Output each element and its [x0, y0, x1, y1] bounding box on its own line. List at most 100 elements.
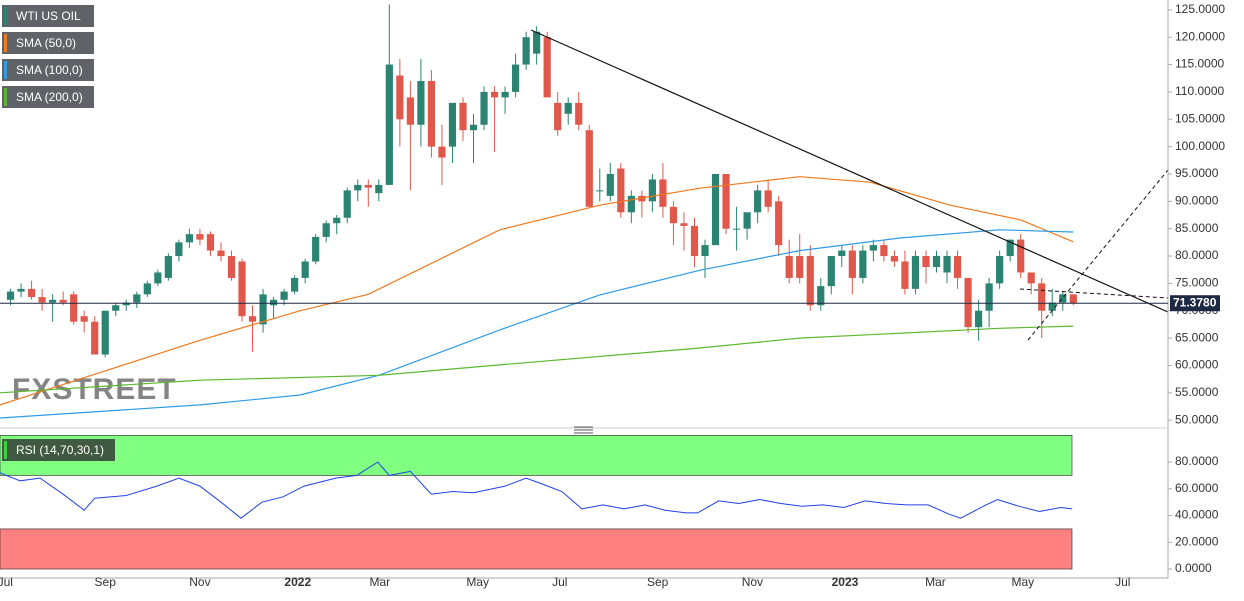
x-tick-label: Nov	[742, 575, 763, 589]
candle-body	[375, 184, 383, 194]
candle-body	[596, 190, 604, 192]
x-tick-label: 2022	[284, 575, 311, 589]
x-tick-label: Jul	[0, 575, 13, 589]
rsi-y-tick-label: 60.0000	[1175, 481, 1219, 495]
sma-line	[0, 325, 1074, 394]
legend-box[interactable]	[2, 59, 94, 81]
candle-body	[964, 277, 972, 328]
candle-body	[743, 212, 751, 229]
support-line	[1027, 169, 1169, 341]
y-tick-label: 55.0000	[1175, 385, 1219, 399]
y-tick-label: 75.0000	[1175, 276, 1219, 290]
y-tick-label: 110.0000	[1175, 84, 1224, 98]
candle-body	[627, 195, 635, 213]
candle-body	[301, 261, 309, 278]
candle-body	[448, 102, 457, 147]
candle-body	[648, 179, 656, 202]
candle-body	[848, 250, 856, 278]
legend-swatch	[4, 61, 7, 79]
y-tick-label: 120.0000	[1175, 29, 1225, 43]
candle-body	[659, 179, 667, 207]
candle-body	[70, 294, 78, 322]
candle-body	[469, 124, 478, 131]
x-tick-label: May	[1011, 575, 1034, 589]
candle-body	[533, 31, 541, 54]
rsi-line	[0, 461, 1073, 519]
rsi-y-tick-label: 40.0000	[1175, 508, 1219, 522]
candle-body	[911, 256, 920, 289]
candle-body	[417, 80, 425, 125]
last-price-label: 71.3780	[1173, 295, 1217, 309]
candle-body	[953, 256, 962, 278]
candle-body	[175, 242, 183, 257]
candle-body	[280, 291, 288, 300]
legend-box[interactable]	[2, 439, 115, 461]
x-tick-label: Jul	[1115, 575, 1130, 589]
oversold-band	[0, 528, 1073, 570]
candle-body	[259, 294, 267, 325]
candle-body	[512, 64, 520, 92]
candle-body	[806, 256, 814, 306]
x-tick-label: Mar	[370, 575, 391, 589]
candle-body	[354, 184, 362, 191]
candle-body	[890, 256, 899, 262]
candle-body	[38, 297, 46, 303]
candle-body	[27, 288, 36, 298]
candle-body	[227, 256, 236, 278]
candle-body	[312, 236, 320, 262]
trend-line	[530, 29, 1169, 313]
candle-body	[617, 168, 625, 213]
candle-body	[785, 256, 793, 278]
y-tick-label: 95.0000	[1175, 166, 1219, 180]
legend-swatch	[4, 441, 7, 459]
candle-body	[49, 299, 57, 303]
candle-body	[985, 283, 993, 311]
y-tick-label: 85.0000	[1175, 221, 1219, 235]
rsi-y-tick-label: 80.0000	[1175, 454, 1219, 468]
candle-body	[1027, 272, 1035, 284]
candle-body	[1006, 239, 1014, 257]
legend-label: SMA (50,0)	[16, 36, 76, 50]
legend-box[interactable]	[2, 86, 94, 108]
candle-body	[333, 217, 341, 224]
pane-handle[interactable]	[574, 426, 593, 434]
candle-body	[143, 283, 151, 295]
candle-body	[943, 256, 951, 273]
candle-body	[880, 245, 888, 257]
candle-body	[206, 234, 215, 251]
candle-body	[764, 190, 772, 207]
x-tick-label: Nov	[189, 575, 210, 589]
candle-body	[438, 146, 446, 158]
candle-body	[922, 256, 930, 267]
legend: WTI US OIL	[2, 5, 94, 27]
candle-body	[154, 272, 162, 284]
candle-body	[217, 250, 225, 257]
candle-body	[343, 190, 351, 218]
candle-body	[1017, 239, 1025, 273]
candle-body	[585, 130, 593, 207]
candle-body	[732, 228, 741, 230]
candle-body	[385, 64, 393, 185]
candle-body	[427, 80, 436, 147]
candle-body	[564, 102, 572, 114]
candle-body	[269, 299, 278, 306]
legend-swatch	[4, 34, 7, 52]
candle-body	[396, 75, 404, 120]
candle-body	[754, 190, 762, 213]
candle-body	[322, 223, 330, 237]
candle-body	[248, 316, 257, 322]
candle-body	[543, 37, 551, 98]
legend-box[interactable]	[2, 32, 94, 54]
candle-body	[1069, 294, 1077, 304]
y-tick-label: 125.0000	[1175, 2, 1225, 16]
candle-body	[796, 256, 804, 278]
y-tick-label: 115.0000	[1175, 57, 1224, 71]
candle-body	[406, 97, 414, 125]
candle-body	[827, 256, 835, 287]
candle-body	[669, 206, 678, 224]
candle-body	[711, 173, 720, 246]
legend-box[interactable]	[2, 5, 94, 27]
candle-body	[722, 173, 730, 229]
